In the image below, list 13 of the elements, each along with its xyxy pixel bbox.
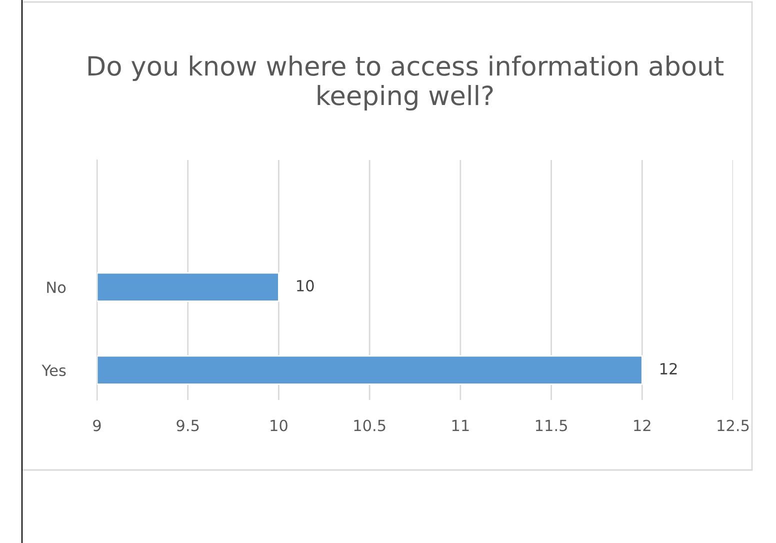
x-tick-label: 10 [270,420,288,432]
data-label: 10 [297,280,314,292]
y-tick-label: No [47,282,66,294]
x-tick-label: 11 [452,420,469,432]
y-tick-label: Yes [42,364,66,376]
chart-title: Do you know where to access information about keeping well? [88,55,724,111]
x-tick-label: 9 [93,420,101,432]
x-tick-label: 11.5 [536,420,567,432]
data-label: 12 [660,362,677,374]
x-tick-label: 12.5 [718,420,749,432]
x-tick-label: 10.5 [354,420,386,432]
x-tick-label: 9.5 [176,420,199,432]
x-tick-label: 12 [634,420,650,432]
